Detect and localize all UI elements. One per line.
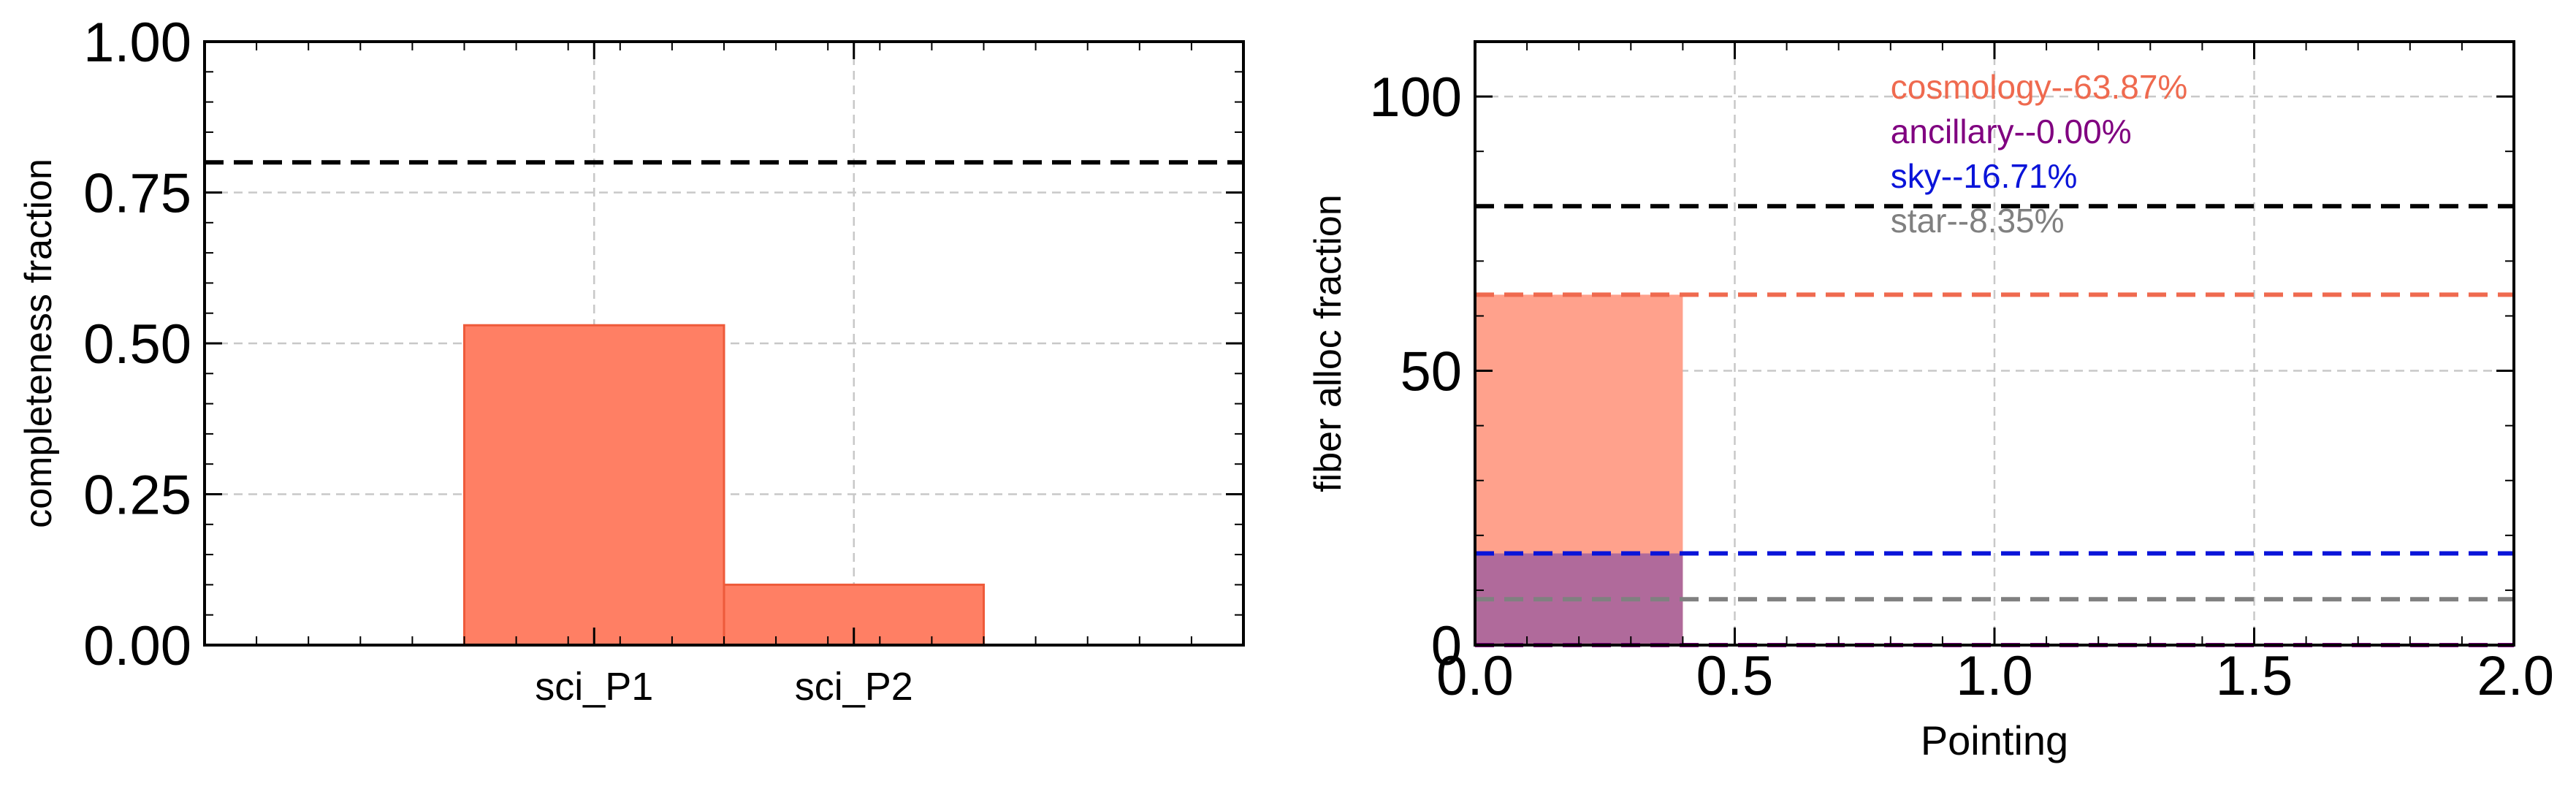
right-xtick-label-1: 0.5: [1696, 645, 1774, 707]
right-ytick-label-1: 50: [1400, 341, 1462, 403]
left-tick-labels: 0.00 0.25 0.50 0.75 1.00 sci_P1 sci_P2: [83, 12, 913, 709]
left-bars: [463, 324, 985, 647]
left-ytick-label-1: 0.25: [83, 465, 191, 527]
left-xtick-label-0: sci_P1: [535, 665, 653, 709]
right-y-axis-label: fiber alloc fraction: [1307, 194, 1349, 492]
right-bars: [1475, 294, 1683, 645]
right-ytick-label-0: 0: [1431, 615, 1462, 677]
left-ytick-label-2: 0.50: [83, 313, 191, 376]
annotation-ancillary: ancillary--0.00%: [1891, 113, 2132, 150]
left-ytick-label-0: 0.00: [83, 615, 191, 677]
right-grid: [1475, 42, 2514, 645]
left-xtick-label-1: sci_P2: [795, 665, 913, 709]
left-plot-frame: [203, 40, 1245, 647]
right-xtick-label-0: 0.0: [1436, 645, 1514, 707]
right-annotations: cosmology--63.87% ancillary--0.00% sky--16…: [1891, 68, 2188, 240]
completeness-chart: 0.00 0.25 0.50 0.75 1.00 sci_P1 sci_P2 complet…: [18, 12, 1245, 709]
left-y-axis-label: completeness fraction: [18, 159, 60, 528]
right-x-axis-label: Pointing: [1921, 717, 2068, 763]
left-ytick-label-4: 1.00: [83, 12, 191, 74]
left-ytick-label-3: 0.75: [83, 163, 191, 225]
annotation-cosmology: cosmology--63.87%: [1891, 68, 2188, 106]
annotation-star: star--8.35%: [1891, 202, 2065, 240]
right-xtick-label-2: 1.0: [1956, 645, 2033, 707]
bar-sci_P1: [463, 324, 725, 647]
right-xtick-label-4: 2.0: [2477, 645, 2554, 707]
right-plot-frame: [1474, 40, 2515, 647]
right-xtick-label-3: 1.5: [2216, 645, 2293, 707]
fiber-alloc-chart: 0 50 100 0.0 0.5 1.0 1.5 2.0 cosmology--63.87% a…: [1307, 40, 2554, 763]
right-tick-labels: 0 50 100 0.0 0.5 1.0 1.5 2.0: [1369, 66, 2554, 707]
right-ytick-label-2: 100: [1369, 66, 1462, 129]
annotation-sky: sky--16.71%: [1891, 157, 2078, 195]
